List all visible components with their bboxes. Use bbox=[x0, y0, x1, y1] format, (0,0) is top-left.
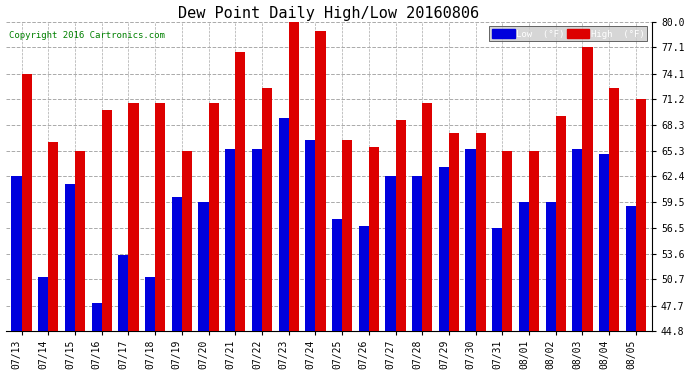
Title: Dew Point Daily High/Low 20160806: Dew Point Daily High/Low 20160806 bbox=[178, 6, 480, 21]
Bar bbox=[422, 103, 433, 331]
Bar bbox=[208, 104, 219, 331]
Bar bbox=[92, 303, 101, 331]
Bar bbox=[342, 140, 352, 331]
Bar bbox=[439, 167, 449, 331]
Bar bbox=[118, 255, 128, 331]
Bar bbox=[288, 22, 299, 331]
Bar bbox=[235, 53, 246, 331]
Bar bbox=[101, 110, 112, 331]
Bar bbox=[412, 176, 422, 331]
Bar bbox=[626, 206, 636, 331]
Bar bbox=[225, 149, 235, 331]
Bar bbox=[48, 142, 59, 331]
Bar bbox=[368, 147, 379, 331]
Bar bbox=[466, 149, 475, 331]
Bar bbox=[475, 134, 486, 331]
Bar bbox=[75, 151, 85, 331]
Bar bbox=[252, 149, 262, 331]
Bar bbox=[12, 176, 21, 331]
Bar bbox=[305, 140, 315, 331]
Bar bbox=[359, 226, 368, 331]
Bar bbox=[636, 99, 646, 331]
Bar bbox=[155, 104, 166, 331]
Bar bbox=[599, 153, 609, 331]
Legend: Low  (°F), High  (°F): Low (°F), High (°F) bbox=[489, 26, 647, 41]
Bar bbox=[395, 120, 406, 331]
Bar bbox=[385, 176, 395, 331]
Bar bbox=[262, 88, 272, 331]
Bar bbox=[609, 88, 620, 331]
Bar bbox=[182, 151, 192, 331]
Bar bbox=[555, 116, 566, 331]
Bar bbox=[332, 219, 342, 331]
Bar bbox=[546, 202, 555, 331]
Text: Copyright 2016 Cartronics.com: Copyright 2016 Cartronics.com bbox=[9, 31, 165, 40]
Bar bbox=[38, 276, 48, 331]
Bar bbox=[172, 198, 182, 331]
Bar bbox=[279, 118, 288, 331]
Bar bbox=[145, 276, 155, 331]
Bar bbox=[572, 149, 582, 331]
Bar bbox=[128, 104, 139, 331]
Bar bbox=[582, 47, 593, 331]
Bar bbox=[21, 74, 32, 331]
Bar bbox=[502, 151, 513, 331]
Bar bbox=[199, 202, 208, 331]
Bar bbox=[449, 134, 459, 331]
Bar bbox=[65, 184, 75, 331]
Bar bbox=[519, 202, 529, 331]
Bar bbox=[492, 228, 502, 331]
Bar bbox=[315, 30, 326, 331]
Bar bbox=[529, 151, 539, 331]
